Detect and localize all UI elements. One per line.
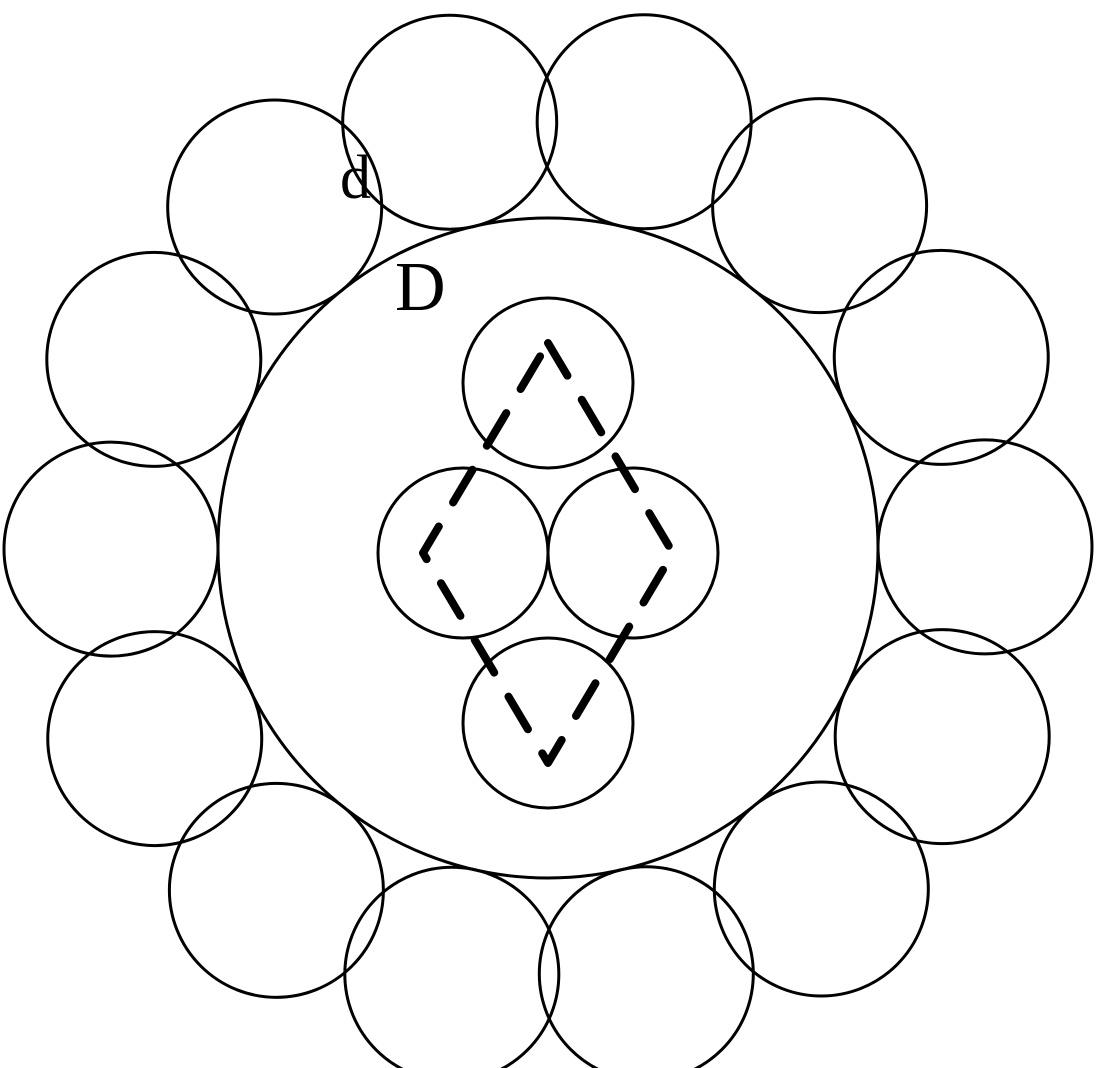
outer-circle [714,782,928,996]
outer-circle [878,440,1092,654]
outer-circle [537,15,751,229]
outer-circle [343,15,557,229]
outer-circle [539,867,753,1068]
cross-section-diagram: dD [0,0,1096,1068]
outer-circle [835,630,1049,844]
outer-circle [834,250,1048,464]
outer-circle [4,442,218,656]
label-big-d: D [395,249,446,326]
outer-circle [47,252,261,466]
outer-circle [48,632,262,846]
outer-circle [345,867,559,1068]
label-d: d [340,144,371,212]
inner-circle [548,468,718,638]
outer-circle [169,783,383,997]
outer-circle [713,99,927,313]
